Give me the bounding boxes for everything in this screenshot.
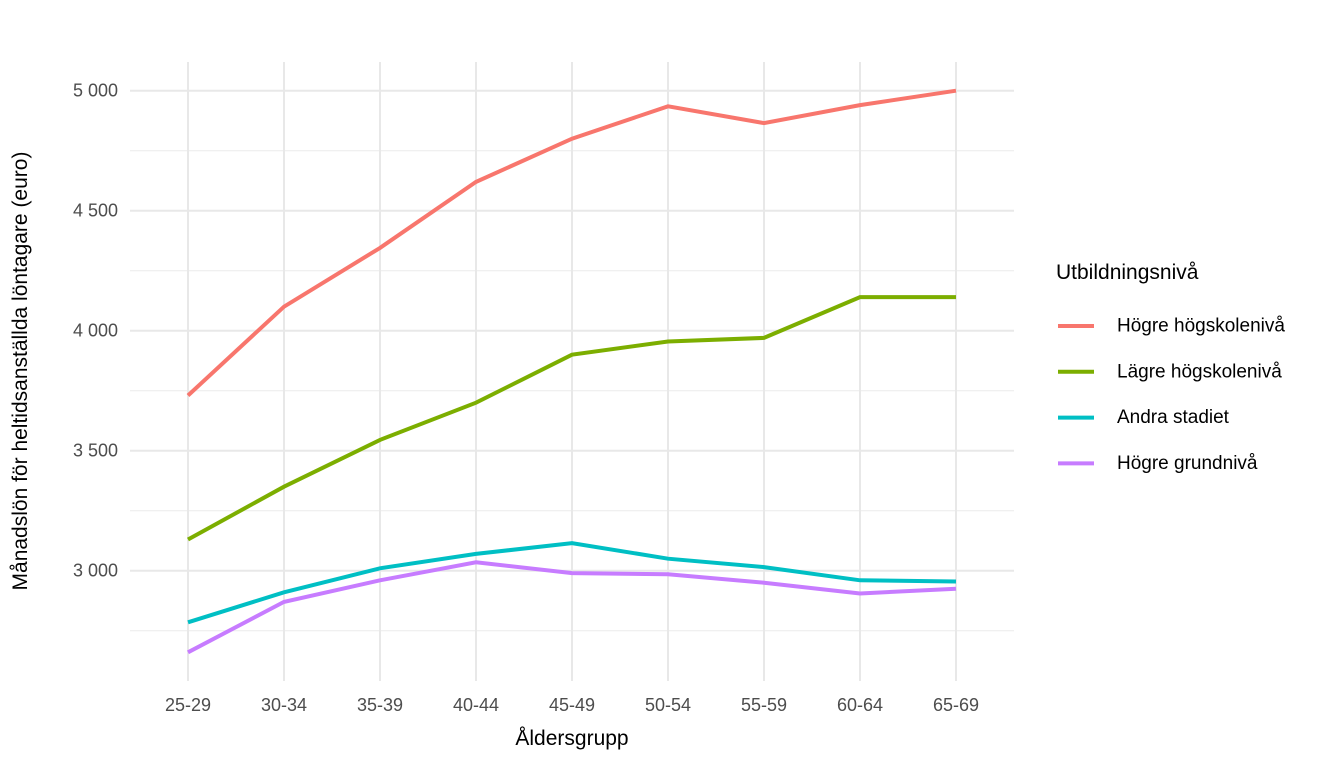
x-tick-label: 55-59 [741,695,787,715]
series-line [187,560,957,655]
legend-item: Högre högskolenivå [1058,316,1285,337]
legend-items: Högre högskolenivå Lägre högskolenivå Andr… [1058,316,1285,474]
legend: Utbildningsnivå Högre högskolenivå Lägre … [1056,261,1285,474]
series-line [186,88,957,397]
y-axis-title: Månadslön för heltidsanställda löntagare… [9,152,32,591]
gridlines [130,62,1014,681]
x-tick-label: 25-29 [165,695,211,715]
legend-item-label: Andra stadiet [1117,407,1230,428]
x-tick-label: 50-54 [645,695,691,715]
series-line [187,541,957,625]
x-tick-label: 30-34 [261,695,307,715]
x-tick-label: 45-49 [549,695,595,715]
series-line [187,295,956,542]
series-lines [186,88,957,655]
y-tick-label: 4 000 [73,321,118,341]
y-tick-label: 3 500 [73,441,118,461]
legend-item: Lägre högskolenivå [1058,361,1282,382]
legend-item-label: Högre grundnivå [1117,453,1258,474]
x-tick-label: 35-39 [357,695,403,715]
y-tick-label: 4 500 [73,201,118,221]
legend-item: Andra stadiet [1058,407,1230,428]
y-tick-label: 3 000 [73,561,118,581]
legend-item-label: Högre högskolenivå [1117,316,1285,337]
x-tick-label: 65-69 [933,695,979,715]
y-axis-tick-labels: 3 000 3 500 4 000 4 500 5 000 [73,81,118,581]
x-tick-label: 60-64 [837,695,883,715]
x-axis-title: Åldersgrupp [515,727,628,750]
x-tick-label: 40-44 [453,695,499,715]
legend-item-label: Lägre högskolenivå [1117,361,1282,382]
x-axis-tick-labels: 25-29 30-34 35-39 40-44 45-49 50-54 55-59 60-64… [165,695,979,715]
y-tick-label: 5 000 [73,81,118,101]
legend-item: Högre grundnivå [1058,453,1258,474]
legend-title: Utbildningsnivå [1056,261,1199,284]
